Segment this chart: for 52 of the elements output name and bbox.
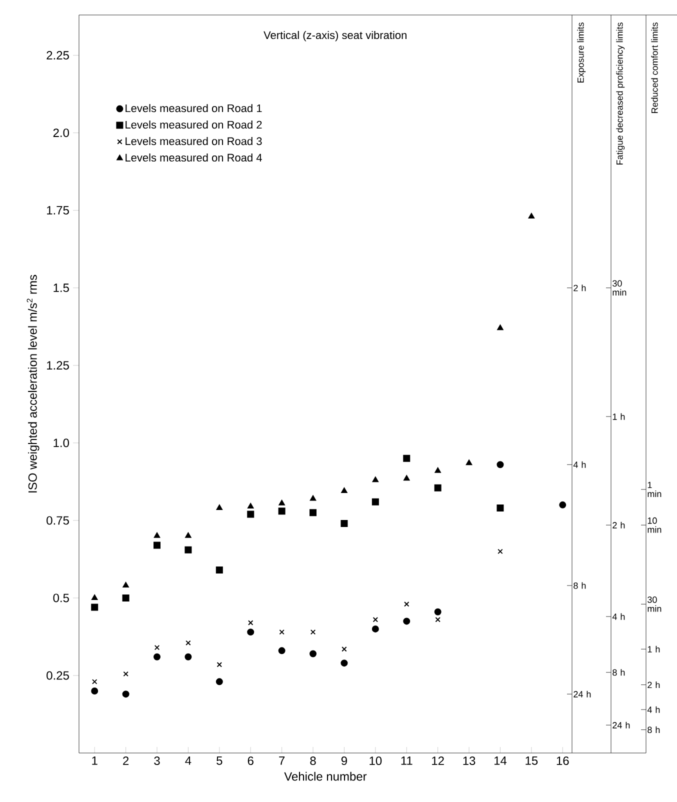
ref-line-label: 8 h bbox=[648, 726, 660, 734]
legend-label: Levels measured on Road 3 bbox=[126, 137, 262, 146]
x-tick-label: 15 bbox=[526, 756, 538, 765]
ref-line-label: 1 min bbox=[648, 482, 662, 498]
text: Exposure limits bbox=[577, 22, 586, 82]
x-tick-label: 1 bbox=[92, 756, 98, 765]
x-tick-label: 5 bbox=[216, 756, 222, 765]
x-tick-label: 9 bbox=[341, 756, 347, 766]
ref-line-label: 1 h bbox=[612, 413, 625, 420]
x-tick-label: 2 bbox=[123, 756, 129, 765]
ref-line-label: 2 h bbox=[648, 682, 660, 688]
y-tick-label: 0.75 bbox=[46, 516, 69, 525]
ref-line-label: 4 h bbox=[573, 461, 586, 468]
y-tick-label: 0.5 bbox=[53, 594, 69, 602]
ref-line-label: 1 h bbox=[648, 646, 660, 652]
ref-line-label: 30 min bbox=[648, 596, 662, 612]
y-tick-label: 0.25 bbox=[46, 671, 69, 680]
x-tick-label: 12 bbox=[432, 756, 444, 765]
ref-line-label: 4 h bbox=[612, 613, 625, 620]
ref-line-label: 2 h bbox=[574, 284, 586, 292]
ref-line-label: 24 h bbox=[612, 722, 630, 728]
text: Vertical (z-axis) seat vibration bbox=[264, 30, 406, 42]
x-tick-label: 16 bbox=[556, 756, 569, 766]
x-axis-title: Vehicle number bbox=[284, 772, 367, 781]
legend-label: Levels measured on Road 2 bbox=[126, 120, 262, 129]
y-tick-label: 2.0 bbox=[53, 128, 70, 138]
legend-label: Levels measured on Road 4 bbox=[126, 153, 262, 162]
x-tick-label: 13 bbox=[463, 756, 476, 766]
legend-label: Levels measured on Road 1 bbox=[126, 104, 262, 112]
ref-line-label: 8 h bbox=[574, 582, 586, 589]
x-tick-label: 7 bbox=[279, 756, 285, 765]
x-tick-label: 11 bbox=[401, 756, 412, 765]
y-tick-label: 1.75 bbox=[47, 206, 69, 215]
ref-line-label: 4 h bbox=[647, 706, 660, 713]
text: Fatigue decreased proficiency limits bbox=[616, 22, 625, 165]
x-tick-label: 8 bbox=[310, 756, 316, 766]
x-tick-label: 6 bbox=[248, 756, 254, 766]
y-tick-label: 1.25 bbox=[47, 361, 69, 370]
text: Reduced comfort limits bbox=[651, 22, 658, 113]
x-tick-label: 3 bbox=[154, 756, 160, 766]
y-tick-label: 1.5 bbox=[54, 284, 69, 292]
ref-line-label: 24 h bbox=[574, 690, 591, 698]
x-tick-label: 14 bbox=[494, 756, 507, 765]
y-tick-label: 1.0 bbox=[54, 438, 70, 448]
ref-line-label: 30 min bbox=[612, 280, 626, 296]
x-tick-label: 4 bbox=[185, 756, 192, 765]
y-axis-title: ISO weighted acceleration level m/s$^{2}$ rms bbox=[26, 274, 40, 492]
ref-line-label: 10 min bbox=[648, 517, 662, 533]
y-tick-label: 2.25 bbox=[46, 51, 69, 60]
ref-line-label: 8 h bbox=[612, 669, 625, 676]
x-tick-label: 10 bbox=[370, 756, 382, 766]
ref-line-label: 2 h bbox=[612, 522, 625, 528]
